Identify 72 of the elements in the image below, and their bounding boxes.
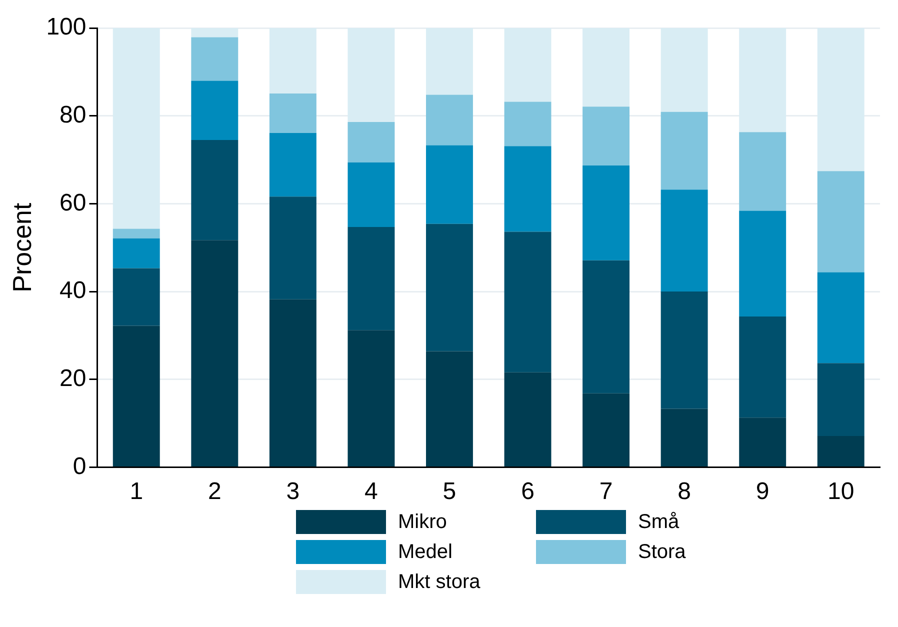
bar <box>504 232 552 372</box>
bar <box>660 28 708 112</box>
x-tick-label: 5 <box>442 478 456 506</box>
x-tick-label: 1 <box>130 478 144 506</box>
bar <box>660 408 708 466</box>
legend-label: Medel <box>398 540 452 564</box>
x-tick-label: 8 <box>678 478 691 506</box>
bar <box>739 316 786 418</box>
bar <box>739 132 786 211</box>
bar <box>269 93 316 133</box>
bar <box>660 292 708 409</box>
bar <box>739 210 786 317</box>
bar <box>426 145 473 224</box>
legend-label: Mikro <box>398 510 447 534</box>
bar <box>269 299 316 466</box>
bar <box>426 351 473 466</box>
x-tick-label: 9 <box>756 478 770 506</box>
bar <box>348 122 395 162</box>
bar <box>426 224 473 352</box>
legend-label: Små <box>638 510 680 534</box>
bar <box>191 28 238 38</box>
bar <box>504 372 552 466</box>
x-tick-label: 7 <box>599 478 613 506</box>
bar <box>582 260 630 394</box>
bar <box>582 393 630 466</box>
bar <box>817 272 864 364</box>
bar <box>817 436 864 466</box>
bar <box>504 146 552 232</box>
legend-label: Mkt stora <box>398 570 480 594</box>
y-axis-title: Procent <box>6 202 37 292</box>
bar <box>739 418 786 466</box>
bar <box>582 106 630 166</box>
bar <box>112 268 160 326</box>
bar <box>191 37 238 81</box>
bar <box>504 102 552 146</box>
bar <box>660 190 708 292</box>
bar <box>191 240 238 466</box>
y-tick-label: 60 <box>60 189 86 216</box>
bar <box>112 28 160 229</box>
y-tick-label: 0 <box>72 452 86 480</box>
bar <box>112 228 160 238</box>
x-tick-label: 2 <box>208 478 222 506</box>
bar <box>817 363 864 436</box>
bar <box>112 326 160 466</box>
legend-label: Stora <box>638 540 686 564</box>
bar <box>817 171 864 272</box>
bar <box>112 238 160 268</box>
bar <box>348 226 395 330</box>
bar <box>582 28 630 107</box>
bar <box>191 140 238 240</box>
bar <box>348 330 395 466</box>
bar <box>817 28 864 172</box>
y-tick-label: 80 <box>60 101 86 128</box>
bar <box>269 28 316 94</box>
x-tick-label: 10 <box>828 478 854 506</box>
x-tick-label: 3 <box>286 478 300 506</box>
bar <box>269 132 316 197</box>
y-tick-label: 20 <box>60 364 86 392</box>
bar <box>348 28 395 122</box>
bar <box>426 94 473 146</box>
bar <box>504 28 552 102</box>
bar <box>582 165 630 260</box>
bar <box>739 28 786 132</box>
x-tick-label: 4 <box>364 478 378 506</box>
bar <box>348 162 395 227</box>
bar <box>269 196 316 300</box>
bar <box>426 28 473 95</box>
bar <box>191 80 238 140</box>
y-tick-label: 100 <box>46 14 86 41</box>
bar <box>660 112 708 190</box>
x-tick-label: 6 <box>521 478 534 506</box>
y-tick-label: 40 <box>60 277 86 304</box>
